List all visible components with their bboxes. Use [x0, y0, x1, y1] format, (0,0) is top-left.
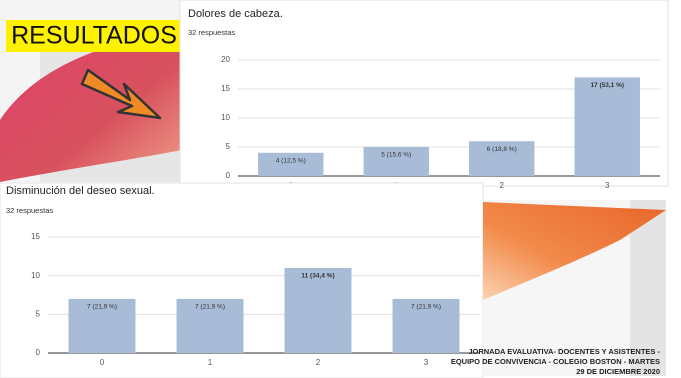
- bar: [284, 267, 352, 353]
- x-tick-label: 0: [100, 358, 105, 367]
- slide-title: RESULTADOS: [11, 22, 177, 50]
- chart-title: Disminución del deseo sexual.: [6, 185, 155, 197]
- chart-panel: Disminución del deseo sexual. 32 respuest…: [0, 182, 484, 378]
- chart-title: Dolores de cabeza.: [188, 8, 283, 20]
- y-tick-label: 10: [221, 113, 230, 122]
- x-tick-label: 3: [424, 358, 429, 367]
- y-tick-label: 0: [36, 348, 41, 357]
- y-tick-label: 20: [221, 55, 230, 64]
- value-label: 11 (34,4 %): [301, 273, 334, 280]
- chart-subtitle: 32 respuestas: [6, 206, 53, 215]
- brush: [0, 30, 182, 182]
- brush: [483, 202, 666, 300]
- right-image: JORNADA EVALUATIVA- DOCENTES Y ASISTENTE…: [451, 200, 666, 376]
- y-tick-label: 0: [226, 171, 231, 180]
- value-label: 17 (53,1 %): [590, 82, 624, 89]
- value-label: 6 (18,8 %): [487, 146, 517, 153]
- value-label: 4 (12,5 %): [276, 158, 306, 165]
- x-tick-label: 2: [500, 181, 505, 190]
- bar: [176, 298, 244, 353]
- y-tick-label: 5: [36, 309, 41, 318]
- left-image: RESULTADOS: [0, 0, 182, 182]
- bar: [68, 298, 136, 353]
- y-tick-label: 10: [31, 271, 40, 280]
- bar: [469, 141, 535, 176]
- x-tick-label: 1: [208, 358, 213, 367]
- bar: [363, 147, 429, 176]
- x-tick-label: 2: [316, 358, 321, 367]
- footer-line: 29 DE DICIEMBRE 2020: [576, 367, 660, 376]
- value-label: 7 (21,9 %): [87, 304, 117, 311]
- y-tick-label: 5: [226, 142, 231, 151]
- footer-line: JORNADA EVALUATIVA- DOCENTES Y ASISTENTE…: [468, 347, 660, 356]
- x-tick-label: 3: [605, 181, 610, 190]
- footer-line: EQUIPO DE CONVIVENCIA - COLEGIO BOSTON -…: [451, 357, 660, 366]
- chart-subtitle: 32 respuestas: [188, 28, 235, 37]
- bar: [392, 298, 460, 353]
- value-label: 5 (15,6 %): [381, 152, 411, 159]
- chart-panel: Dolores de cabeza.32 respuestas051015200…: [179, 0, 669, 190]
- arrow: [80, 68, 162, 120]
- y-tick-label: 15: [31, 232, 40, 241]
- value-label: 7 (21,9 %): [195, 304, 225, 311]
- y-tick-label: 15: [221, 84, 230, 93]
- value-label: 7 (21,9 %): [411, 304, 441, 311]
- bar: [574, 77, 640, 176]
- bar: [258, 152, 324, 176]
- title-box: [6, 20, 182, 52]
